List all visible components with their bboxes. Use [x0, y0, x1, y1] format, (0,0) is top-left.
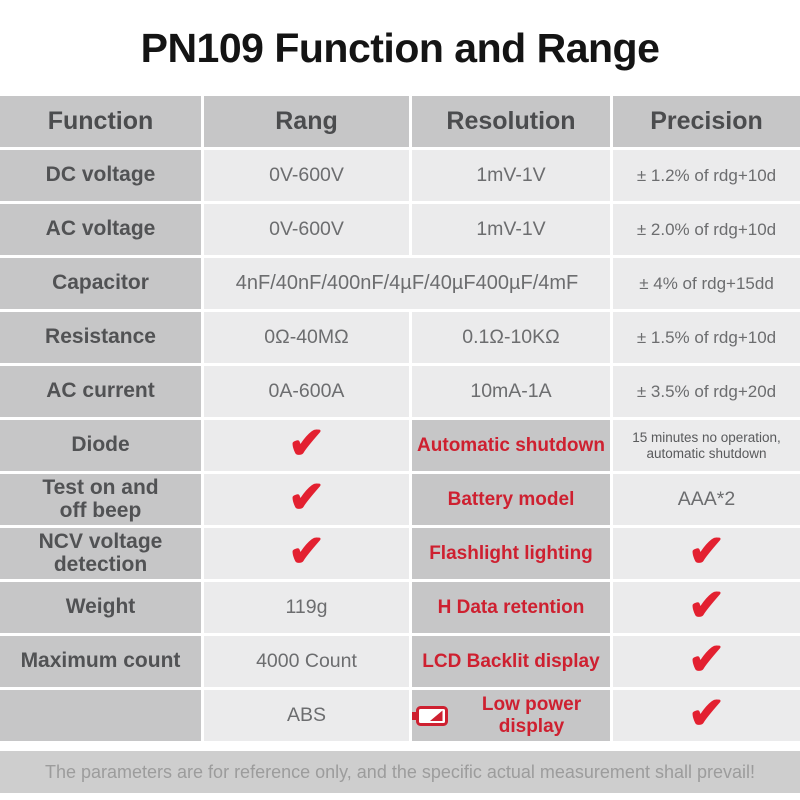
precision-cell-resistance: ± 1.5% of rdg+10d: [613, 312, 800, 363]
rang-cell-ac-current: 0A-600A: [204, 366, 409, 417]
page-title: PN109 Function and Range: [140, 24, 660, 71]
check-icon: ✔: [288, 526, 325, 576]
resolution-cell-dc-voltage: 1mV-1V: [412, 150, 610, 201]
precision-cell-diode: 15 minutes no operation, automatic shutd…: [613, 420, 800, 471]
precision-cell-capacitor: ± 4% of rdg+15dd: [613, 258, 800, 309]
function-cell-weight: Weight: [0, 582, 201, 633]
footer-bar: The parameters are for reference only, a…: [0, 751, 800, 793]
col-header-resolution: Resolution: [412, 96, 610, 147]
check-icon: ✔: [288, 472, 325, 522]
precision-cell-ac-voltage: ± 2.0% of rdg+10d: [613, 204, 800, 255]
precision-cell-dc-voltage: ± 1.2% of rdg+10d: [613, 150, 800, 201]
rang-cell-diode: ✔: [204, 420, 409, 471]
range-resolution-cell-capacitor: 4nF/40nF/400nF/4µF/40µF400µF/4mF: [204, 258, 610, 309]
feature-label-text: Low power display: [481, 693, 582, 737]
function-cell-capacitor: Capacitor: [0, 258, 201, 309]
low-battery-icon: [412, 705, 448, 726]
check-icon: ✔: [288, 418, 325, 468]
function-cell-material: [0, 690, 201, 741]
feature-label-lcd-backlit-display: LCD Backlit display: [412, 636, 610, 687]
precision-cell-material: ✔: [613, 690, 800, 741]
precision-cell-ac-current: ± 3.5% of rdg+20d: [613, 366, 800, 417]
rang-cell-ncv: ✔: [204, 528, 409, 579]
rang-cell-beep: ✔: [204, 474, 409, 525]
col-header-function: Function: [0, 96, 201, 147]
rang-cell-max-count: 4000 Count: [204, 636, 409, 687]
function-cell-ncv: NCV voltage detection: [0, 528, 201, 579]
col-header-rang: Rang: [204, 96, 409, 147]
col-header-precision: Precision: [613, 96, 800, 147]
feature-label-battery-model: Battery model: [412, 474, 610, 525]
function-cell-max-count: Maximum count: [0, 636, 201, 687]
rang-cell-dc-voltage: 0V-600V: [204, 150, 409, 201]
check-icon: ✔: [688, 688, 725, 738]
precision-cell-weight: ✔: [613, 582, 800, 633]
check-icon: ✔: [688, 526, 725, 576]
function-cell-diode: Diode: [0, 420, 201, 471]
precision-cell-ncv: ✔: [613, 528, 800, 579]
title-bar: PN109 Function and Range: [0, 0, 800, 96]
rang-cell-weight: 119g: [204, 582, 409, 633]
function-cell-ac-current: AC current: [0, 366, 201, 417]
precision-cell-beep: AAA*2: [613, 474, 800, 525]
function-cell-dc-voltage: DC voltage: [0, 150, 201, 201]
resolution-cell-resistance: 0.1Ω-10KΩ: [412, 312, 610, 363]
rang-cell-resistance: 0Ω-40MΩ: [204, 312, 409, 363]
feature-label-data-retention: H Data retention: [412, 582, 610, 633]
function-cell-beep: Test on and off beep: [0, 474, 201, 525]
resolution-cell-ac-current: 10mA-1A: [412, 366, 610, 417]
spec-table: Function Rang Resolution Precision DC vo…: [0, 96, 800, 741]
function-cell-ac-voltage: AC voltage: [0, 204, 201, 255]
footer-disclaimer: The parameters are for reference only, a…: [44, 761, 755, 782]
resolution-cell-ac-voltage: 1mV-1V: [412, 204, 610, 255]
rang-cell-material: ABS: [204, 690, 409, 741]
feature-label-flashlight-lighting: Flashlight lighting: [412, 528, 610, 579]
precision-cell-max-count: ✔: [613, 636, 800, 687]
function-cell-resistance: Resistance: [0, 312, 201, 363]
check-icon: ✔: [688, 580, 725, 630]
rang-cell-ac-voltage: 0V-600V: [204, 204, 409, 255]
feature-label-low-power-display: Low power display: [412, 690, 610, 741]
check-icon: ✔: [688, 634, 725, 684]
feature-label-automatic-shutdown: Automatic shutdown: [412, 420, 610, 471]
